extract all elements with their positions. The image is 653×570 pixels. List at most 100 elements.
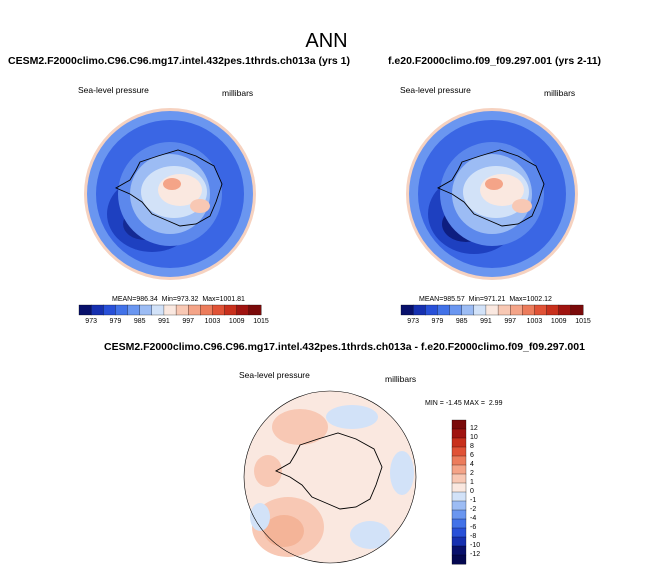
panel-2-colorbar-tick-label: 1003	[526, 318, 543, 325]
diff-map-border	[243, 390, 417, 564]
diff-colorbar-swatch	[451, 554, 467, 565]
diff-colorbar-tick-label: 4	[470, 461, 474, 468]
panel-1-colorbar-tick-label: 1009	[228, 318, 245, 325]
diff-colorbar-tick-label: 8	[470, 443, 474, 450]
page-title: ANN	[305, 30, 348, 52]
panel-1-max-label: Max=	[202, 296, 220, 303]
diff-colorbar-swatch	[451, 482, 467, 493]
panel-2-colorbar-tick-label: 997	[504, 318, 517, 325]
diff-colorbar-swatch	[451, 500, 467, 511]
diff-map-neg-north	[326, 405, 378, 429]
diff-colorbar	[451, 419, 467, 565]
panel-2-colorbar-tick-label: 973	[407, 318, 419, 325]
diff-colorbar-tick-label: 2	[470, 470, 474, 477]
panel-1-colorbar-tick-label: 979	[109, 318, 122, 325]
diff-colorbar-tick-label: 1	[470, 479, 474, 486]
diff-colorbar-tick-label: -4	[470, 515, 477, 522]
diff-colorbar-swatch	[451, 455, 467, 466]
panel-2-polar-map	[406, 108, 578, 280]
diff-colorbar-swatch	[451, 518, 467, 529]
diff-colorbar-tick-label: 0	[470, 488, 474, 495]
diff-colorbar-swatch	[451, 419, 467, 430]
diff-max-label: MAX =	[463, 400, 485, 407]
diff-colorbar-tick-label: 12	[470, 425, 478, 432]
diff-colorbar-swatch	[451, 491, 467, 502]
panel-2-map-high-east	[512, 199, 532, 213]
diff-colorbar-tick-label: -1	[470, 497, 477, 504]
diff-colorbar-tick-label: 10	[470, 434, 478, 441]
panel-2-stats: MEAN=985.57 Min=971.21 Max=1002.12	[419, 296, 552, 303]
diff-antarctica-coastline	[274, 432, 383, 510]
diff-colorbar-swatch	[451, 473, 467, 484]
diff-min-label: MIN =	[425, 400, 444, 407]
diff-colorbar-swatch	[451, 545, 467, 556]
panel-2-min-label: Min=	[468, 296, 484, 303]
panel-2-map-high-core	[485, 178, 503, 190]
diff-colorbar-tick-label: -10	[470, 542, 481, 549]
panel-2-colorbar-tick-label: 1009	[550, 318, 567, 325]
panel-2-colorbar	[400, 304, 584, 316]
panel-1-colorbar-tick-label: 985	[133, 318, 146, 325]
panel-1-colorbar-tick-label: 1003	[204, 318, 221, 325]
panel-2-title: f.e20.F2000climo.f09_f09.297.001 (yrs 2-…	[388, 55, 602, 67]
panel-1-units: millibars	[222, 88, 254, 98]
panel-2-max-label: Max=	[509, 296, 527, 303]
diff-colorbar-swatch	[451, 536, 467, 547]
diff-min: -1.45	[445, 400, 462, 407]
panel-1-colorbar-tick-label: 991	[158, 318, 170, 325]
panel-1-mean-label: MEAN=	[112, 296, 137, 303]
panel-1-min: 973.32	[177, 296, 199, 303]
panel-2-mean-label: MEAN=	[419, 296, 444, 303]
panel-1-colorbar	[78, 304, 262, 316]
panel-1-mean: 986.34	[136, 296, 158, 303]
panel-2-antarctica-coastline	[436, 149, 545, 227]
diff-colorbar-swatch	[451, 527, 467, 538]
diff-colorbar-tick-label: -2	[470, 506, 477, 513]
panel-2-colorbar-tick-label: 985	[455, 318, 468, 325]
diff-map-neg-east	[390, 451, 414, 495]
diff-map-pos-west	[254, 455, 282, 487]
panel-1-title: CESM2.F2000climo.C96.C96.mg17.intel.432p…	[8, 55, 350, 67]
diff-variable: Sea-level pressure	[239, 370, 310, 380]
panel-1-min-label: Min=	[161, 296, 177, 303]
panel-1-variable: Sea-level pressure	[78, 85, 149, 95]
panel-1-colorbar-tick-label: 997	[182, 318, 195, 325]
diff-title: CESM2.F2000climo.C96.C96.mg17.intel.432p…	[104, 341, 585, 353]
diff-colorbar-tick-label: -12	[470, 551, 481, 558]
diff-units: millibars	[385, 374, 417, 384]
panel-2-colorbar-ticks: 973 979 985 991 997 1003 1009 1015	[401, 318, 590, 328]
panel-1-colorbar-tick-label: 973	[85, 318, 97, 325]
diff-colorbar-tick-label: -8	[470, 533, 477, 540]
diff-colorbar-swatch	[451, 509, 467, 520]
diff-colorbar-swatch	[451, 446, 467, 457]
panel-2-min: 971.21	[484, 296, 506, 303]
diff-colorbar-tick-label: -6	[470, 524, 477, 531]
diff-map-pos-north	[272, 409, 328, 445]
diff-map-neg-southwest	[250, 503, 270, 531]
panel-1-max: 1001.81	[219, 296, 245, 303]
panel-1-colorbar-swatch	[248, 304, 262, 316]
diff-colorbar-swatch	[451, 464, 467, 475]
diff-max: 2.99	[488, 400, 503, 407]
diff-map-neg-south	[350, 521, 390, 549]
panel-2-colorbar-tick-label: 979	[431, 318, 444, 325]
panel-1-colorbar-tick-label: 1015	[253, 318, 269, 325]
panel-1-colorbar-ticks: 973 979 985 991 997 1003 1009 1015	[79, 318, 268, 328]
panel-1-antarctica-coastline	[114, 149, 223, 227]
diff-colorbar-tick-label: 6	[470, 452, 474, 459]
diff-colorbar-swatch	[451, 437, 467, 448]
diff-minmax: MIN = -1.45 MAX = 2.99	[425, 400, 502, 407]
panel-1-polar-map	[84, 108, 256, 280]
diff-map-pos-southwest-core	[264, 515, 304, 547]
panel-2-colorbar-tick-label: 991	[480, 318, 492, 325]
panel-1-map-high-east	[190, 199, 210, 213]
diff-colorbar-swatch	[451, 428, 467, 439]
diff-polar-map	[243, 390, 417, 564]
panel-2-units: millibars	[544, 88, 576, 98]
panel-2-variable: Sea-level pressure	[400, 85, 471, 95]
panel-2-max: 1002.12	[526, 296, 552, 303]
panel-2-colorbar-swatch	[570, 304, 584, 316]
